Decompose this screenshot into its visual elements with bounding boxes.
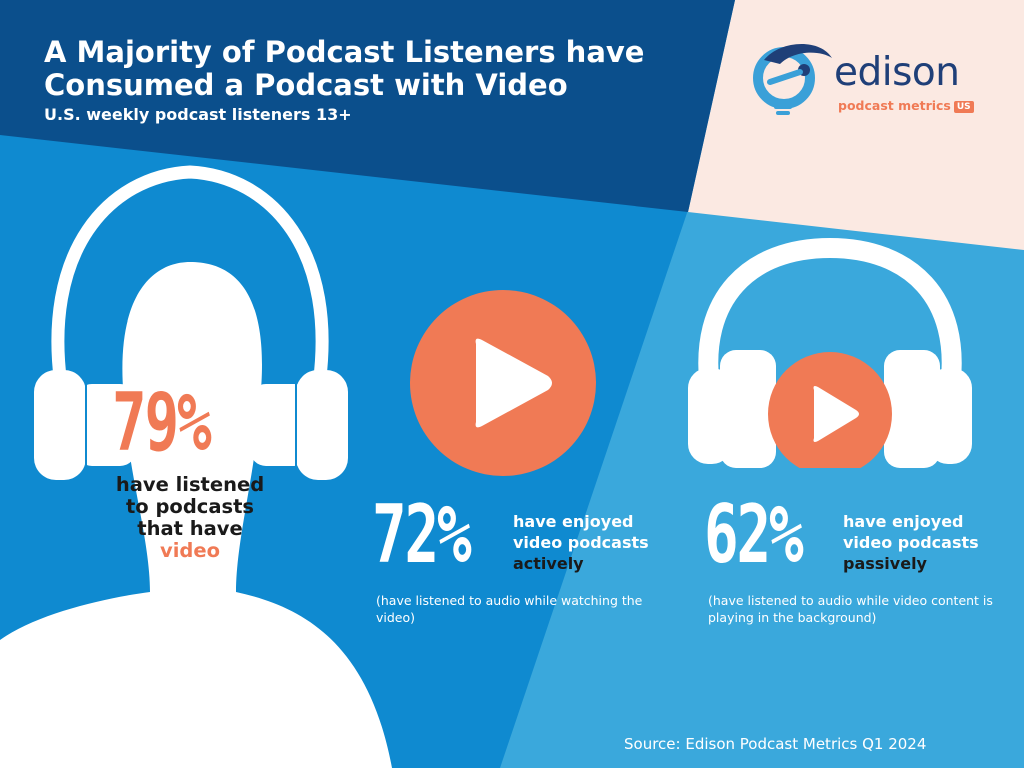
edison-bulb-icon — [753, 43, 832, 115]
logo-subline-text: podcast metrics — [838, 98, 951, 113]
peach-panel — [688, 0, 1024, 250]
stat-79-description: have listened to podcasts that have vide… — [80, 474, 300, 562]
stat-72-description: have enjoyed video podcasts actively — [513, 511, 649, 574]
play-button-icon — [410, 290, 596, 476]
stat-62-note: (have listened to audio while video cont… — [708, 593, 993, 625]
stat-79-line-1: have listened — [115, 473, 265, 496]
logo-subline: podcast metrics US — [838, 98, 974, 113]
stat-62-line-1: have enjoyed — [843, 512, 964, 531]
logo-wordmark: edison — [834, 50, 960, 95]
page-title: A Majority of Podcast Listeners have Con… — [44, 36, 704, 102]
stat-62-value: 62% — [704, 488, 804, 581]
source-credit: Source: Edison Podcast Metrics Q1 2024 — [624, 735, 927, 753]
stat-79-line-2: to podcasts — [125, 495, 255, 518]
stat-62-description: have enjoyed video podcasts passively — [843, 511, 979, 574]
stat-62-line-2: video podcasts — [843, 533, 979, 552]
stat-72-note: (have listened to audio while watching t… — [376, 593, 643, 625]
headphones-play-icon — [688, 238, 972, 468]
stat-79-value: 79% — [112, 376, 212, 469]
light-blue-panel — [500, 210, 1024, 768]
stat-72-line-2: video podcasts — [513, 533, 649, 552]
stat-72-value: 72% — [372, 488, 472, 581]
logo-badge: US — [953, 101, 974, 113]
stat-79-line-3: that have — [137, 517, 243, 540]
stat-72-line-1: have enjoyed — [513, 512, 634, 531]
stat-62-emphasis: passively — [843, 554, 927, 573]
stat-72-emphasis: actively — [513, 554, 584, 573]
title-line-1: A Majority of Podcast Listeners have — [44, 35, 645, 69]
page-subtitle: U.S. weekly podcast listeners 13+ — [44, 105, 352, 124]
stat-79-accent-word: video — [160, 539, 220, 562]
edison-logo: edison podcast metrics US — [750, 40, 980, 120]
header-band — [0, 0, 735, 212]
title-line-2: Consumed a Podcast with Video — [44, 68, 568, 102]
